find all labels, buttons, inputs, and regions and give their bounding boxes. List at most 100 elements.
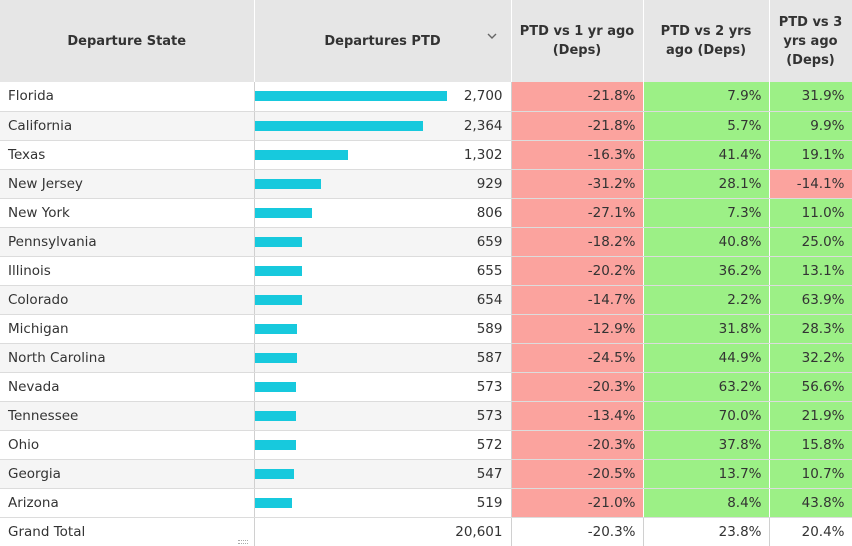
departures-value: 654 bbox=[476, 291, 503, 308]
pct-change-cell-yr1: -20.3% bbox=[511, 372, 644, 402]
departures-cell: 587 bbox=[254, 343, 512, 373]
table-row[interactable]: Ohio 572 -20.3% 37.8% 15.8% bbox=[0, 430, 852, 460]
departures-bar bbox=[254, 178, 321, 189]
departures-cell: 573 bbox=[254, 372, 512, 402]
column-header-label: PTD vs 3 yrs ago (Deps) bbox=[778, 14, 843, 68]
pct-change-cell-yr3: 63.9% bbox=[769, 285, 852, 315]
departures-cell: 572 bbox=[254, 430, 512, 460]
column-header-label: Departures PTD bbox=[324, 33, 441, 49]
pct-change-cell-yr1: -21.8% bbox=[511, 111, 644, 141]
departures-bar bbox=[254, 468, 294, 479]
column-header-label: PTD vs 2 yrs ago (Deps) bbox=[660, 24, 752, 58]
table-row[interactable]: Pennsylvania 659 -18.2% 40.8% 25.0% bbox=[0, 227, 852, 257]
departures-value: 806 bbox=[476, 204, 503, 221]
pct-change-cell-yr2: 40.8% bbox=[643, 227, 770, 257]
table-row[interactable]: Tennessee 573 -13.4% 70.0% 21.9% bbox=[0, 401, 852, 431]
pct-change-cell-yr3: 56.6% bbox=[769, 372, 852, 402]
departures-value: 519 bbox=[476, 494, 503, 511]
departures-value: 2,364 bbox=[463, 117, 503, 134]
departures-value: 2,700 bbox=[463, 88, 503, 105]
pct-change-cell-yr1: -18.2% bbox=[511, 227, 644, 257]
pct-change-cell-yr2: 44.9% bbox=[643, 343, 770, 373]
total-section: Grand Total 20,601 -20.3% 23.8% 20.4% bbox=[0, 517, 852, 546]
pct-change-cell-yr1: -24.5% bbox=[511, 343, 644, 373]
state-name-cell: Texas bbox=[0, 140, 255, 170]
table-row[interactable]: New York 806 -27.1% 7.3% 11.0% bbox=[0, 198, 852, 228]
state-name-cell: Colorado bbox=[0, 285, 255, 315]
departures-bar bbox=[254, 352, 297, 363]
pct-change-cell-yr3: 9.9% bbox=[769, 111, 852, 141]
pct-change-cell-yr2: 41.4% bbox=[643, 140, 770, 170]
departures-cell: 654 bbox=[254, 285, 512, 315]
pct-change-cell-yr3: 25.0% bbox=[769, 227, 852, 257]
pct-change-cell-yr3: 21.9% bbox=[769, 401, 852, 431]
grand-total-departures: 20,601 bbox=[254, 517, 512, 546]
pct-change-cell-yr2: 2.2% bbox=[643, 285, 770, 315]
table-row[interactable]: Texas 1,302 -16.3% 41.4% 19.1% bbox=[0, 140, 852, 170]
state-name-cell: North Carolina bbox=[0, 343, 255, 373]
column-header-departures-ptd[interactable]: Departures PTD bbox=[254, 0, 512, 82]
state-name-cell: Illinois bbox=[0, 256, 255, 286]
departures-bar bbox=[254, 91, 447, 101]
column-header-label: Departure State bbox=[67, 33, 187, 49]
departures-bar bbox=[254, 120, 423, 131]
table-row[interactable]: Nevada 573 -20.3% 63.2% 56.6% bbox=[0, 372, 852, 402]
chevron-down-icon[interactable] bbox=[485, 29, 499, 43]
departures-cell: 2,700 bbox=[254, 82, 512, 112]
state-name-cell: Georgia bbox=[0, 459, 255, 489]
pct-change-cell-yr1: -31.2% bbox=[511, 169, 644, 199]
departures-cell: 519 bbox=[254, 488, 512, 518]
state-name-cell: New York bbox=[0, 198, 255, 228]
table-row[interactable]: Michigan 589 -12.9% 31.8% 28.3% bbox=[0, 314, 852, 344]
pct-change-cell-yr2: 28.1% bbox=[643, 169, 770, 199]
pct-change-cell-yr1: -20.2% bbox=[511, 256, 644, 286]
departures-bar bbox=[254, 323, 297, 334]
table-row[interactable]: Arizona 519 -21.0% 8.4% 43.8% bbox=[0, 488, 852, 518]
pct-change-cell-yr2: 70.0% bbox=[643, 401, 770, 431]
pct-change-cell-yr2: 8.4% bbox=[643, 488, 770, 518]
column-header-ptd-vs-2yrs[interactable]: PTD vs 2 yrs ago (Deps) bbox=[643, 0, 770, 82]
departures-cell: 1,302 bbox=[254, 140, 512, 170]
pct-change-cell-yr3: -14.1% bbox=[769, 169, 852, 199]
departures-bar bbox=[254, 207, 312, 218]
departures-cell: 589 bbox=[254, 314, 512, 344]
pct-change-cell-yr1: -16.3% bbox=[511, 140, 644, 170]
pct-change-cell-yr1: -20.5% bbox=[511, 459, 644, 489]
table-row[interactable]: Florida 2,700 -21.8% 7.9% 31.9% bbox=[0, 82, 852, 112]
departures-cell: 547 bbox=[254, 459, 512, 489]
pct-change-cell-yr1: -21.8% bbox=[511, 82, 644, 112]
grand-total-vs-2yrs: 23.8% bbox=[643, 517, 770, 546]
pct-change-cell-yr1: -21.0% bbox=[511, 488, 644, 518]
departures-bar bbox=[254, 265, 302, 276]
departures-value: 587 bbox=[476, 349, 503, 366]
pct-change-cell-yr3: 19.1% bbox=[769, 140, 852, 170]
table-row[interactable]: Illinois 655 -20.2% 36.2% 13.1% bbox=[0, 256, 852, 286]
departures-cell: 2,364 bbox=[254, 111, 512, 141]
state-name-cell: Ohio bbox=[0, 430, 255, 460]
column-header-departure-state[interactable]: Departure State bbox=[0, 0, 255, 82]
pct-change-cell-yr3: 10.7% bbox=[769, 459, 852, 489]
departures-cell: 929 bbox=[254, 169, 512, 199]
resize-handle[interactable] bbox=[238, 540, 248, 544]
column-header-label: PTD vs 1 yr ago (Deps) bbox=[519, 24, 635, 58]
state-name-cell: California bbox=[0, 111, 255, 141]
table-row[interactable]: Colorado 654 -14.7% 2.2% 63.9% bbox=[0, 285, 852, 315]
grand-total-vs-3yrs: 20.4% bbox=[769, 517, 852, 546]
table-row[interactable]: New Jersey 929 -31.2% 28.1% -14.1% bbox=[0, 169, 852, 199]
table-row[interactable]: California 2,364 -21.8% 5.7% 9.9% bbox=[0, 111, 852, 141]
pct-change-cell-yr2: 36.2% bbox=[643, 256, 770, 286]
table-row[interactable]: Georgia 547 -20.5% 13.7% 10.7% bbox=[0, 459, 852, 489]
pct-change-cell-yr1: -27.1% bbox=[511, 198, 644, 228]
pct-change-cell-yr1: -20.3% bbox=[511, 430, 644, 460]
departures-bar bbox=[254, 149, 348, 160]
departures-cell: 806 bbox=[254, 198, 512, 228]
pct-change-cell-yr3: 28.3% bbox=[769, 314, 852, 344]
header-row: Departure State Departures PTD PTD vs 1 … bbox=[0, 0, 852, 82]
pct-change-cell-yr1: -13.4% bbox=[511, 401, 644, 431]
column-header-ptd-vs-3yrs[interactable]: PTD vs 3 yrs ago (Deps) bbox=[769, 0, 852, 82]
column-header-ptd-vs-1yr[interactable]: PTD vs 1 yr ago (Deps) bbox=[511, 0, 644, 82]
grand-total-label: Grand Total bbox=[0, 517, 255, 546]
table-row[interactable]: North Carolina 587 -24.5% 44.9% 32.2% bbox=[0, 343, 852, 373]
pct-change-cell-yr2: 63.2% bbox=[643, 372, 770, 402]
